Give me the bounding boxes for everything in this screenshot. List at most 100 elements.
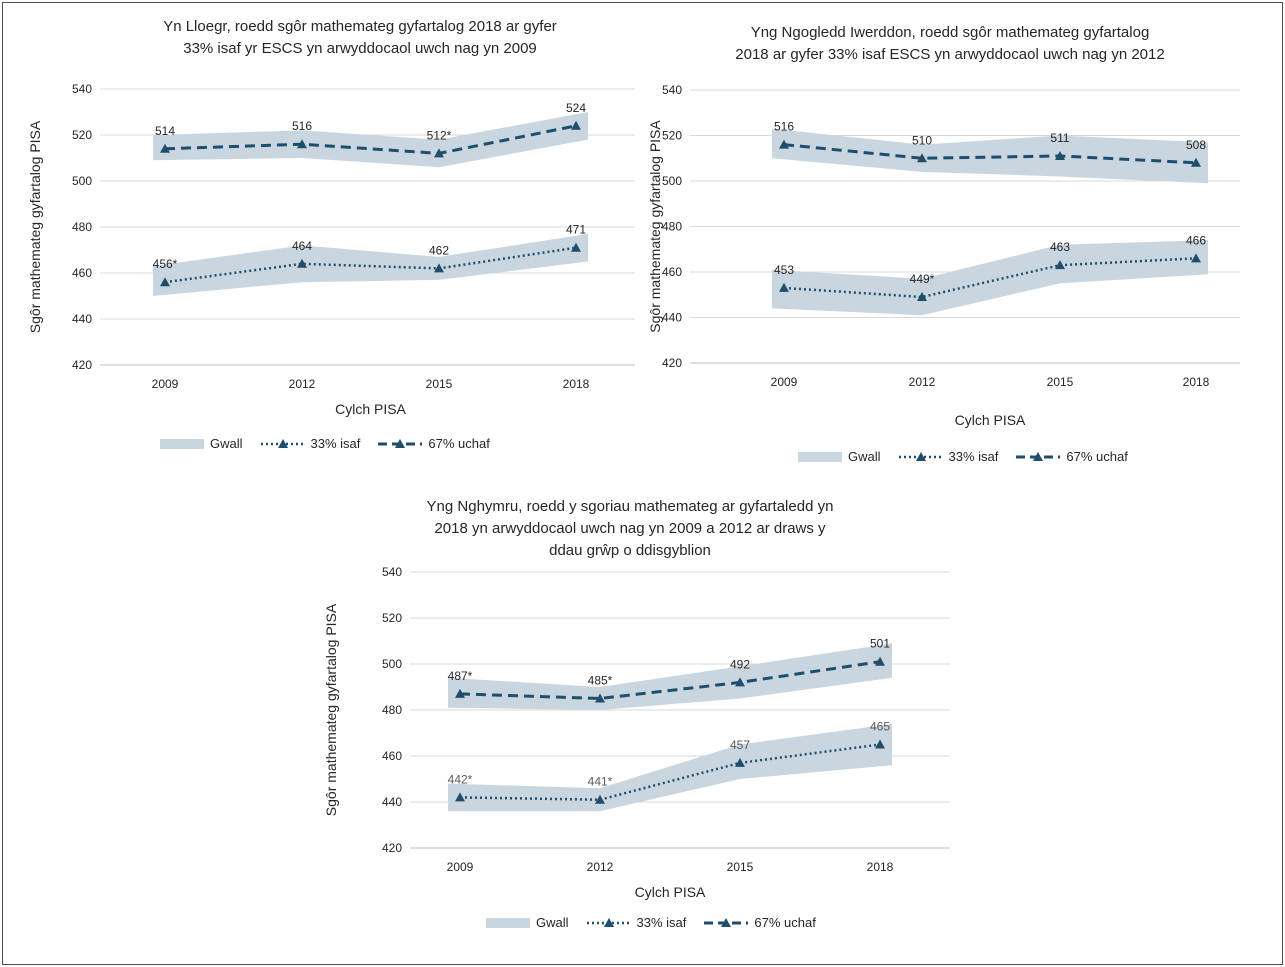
data-label: 514: [155, 124, 175, 138]
data-point-marker: [455, 688, 465, 698]
data-label: 501: [870, 637, 890, 651]
y-tick-label: 520: [382, 611, 402, 625]
y-tick-label: 540: [382, 565, 402, 579]
x-tick-label: 2018: [867, 860, 894, 874]
legend-item-high: 67% uchaf: [704, 915, 816, 930]
data-point-marker: [779, 139, 789, 149]
plot-area: 420 440 460 480 500 520 540 2009 2012 2015 2018 Cyl…: [647, 83, 1240, 428]
legend-dashed-line-icon: [378, 438, 423, 448]
x-tick-label: 2009: [152, 377, 179, 391]
legend-item-band: Gwall: [160, 436, 243, 451]
series-line-33-isaf: [459, 743, 881, 801]
x-tick-label: 2018: [563, 377, 590, 391]
legend-low-label: 33% isaf: [636, 915, 687, 930]
error-band: [448, 723, 892, 812]
chart-panel-northern-ireland: Yng Ngogledd Iwerddon, roedd sgôr mathem…: [640, 0, 1280, 480]
legend-item-low: 33% isaf: [898, 449, 999, 464]
data-label: 464: [292, 239, 312, 253]
data-point-marker: [875, 656, 885, 666]
y-tick-label: 500: [382, 657, 402, 671]
y-tick-label: 520: [662, 129, 682, 143]
series-line-33-isaf: [164, 246, 577, 284]
y-tick-label: 440: [382, 795, 402, 809]
data-point-marker: [297, 258, 307, 268]
legend-item-band: Gwall: [798, 449, 881, 464]
y-tick-label: 540: [72, 82, 92, 96]
legend-low-label: 33% isaf: [310, 436, 361, 451]
legend-item-low: 33% isaf: [586, 915, 687, 930]
x-tick-label: 2009: [447, 860, 474, 874]
error-band: [153, 112, 588, 168]
error-band: [772, 240, 1208, 316]
legend-band-label: Gwall: [536, 915, 569, 930]
data-label: 456*: [153, 257, 178, 271]
data-label: 462: [429, 243, 449, 257]
y-tick-label: 520: [72, 128, 92, 142]
legend-dotted-line-icon: [586, 917, 631, 927]
series-line-67-uchaf: [783, 143, 1197, 165]
x-tick-label: 2018: [1183, 375, 1210, 389]
data-point-marker: [160, 277, 170, 287]
data-label: 465: [870, 720, 890, 734]
y-tick-label: 540: [662, 83, 682, 97]
legend-band-swatch: [486, 917, 530, 928]
data-label: 512*: [427, 128, 452, 142]
y-tick-label: 460: [72, 266, 92, 280]
legend-item-low: 33% isaf: [260, 436, 361, 451]
legend-band-label: Gwall: [210, 436, 243, 451]
y-tick-label: 500: [72, 174, 92, 188]
data-label: 471: [566, 223, 586, 237]
x-tick-label: 2012: [909, 375, 936, 389]
legend-dashed-line-icon: [1016, 451, 1061, 461]
y-tick-label: 420: [382, 841, 402, 855]
chart-legend: Gwall 33% isaf 67% uchaf: [160, 436, 490, 451]
data-label: 449*: [910, 272, 935, 286]
data-point-marker: [1191, 253, 1201, 263]
data-label: 516: [774, 120, 794, 134]
y-tick-label: 420: [72, 358, 92, 372]
x-axis-label: Cylch PISA: [635, 884, 706, 900]
data-label: 441*: [588, 775, 613, 789]
y-tick-label: 440: [662, 311, 682, 325]
chart-panel-england: Yn Lloegr, roedd sgôr mathemateg gyfarta…: [0, 0, 640, 470]
x-axis-label: Cylch PISA: [335, 401, 406, 417]
legend-item-band: Gwall: [486, 915, 569, 930]
data-point-marker: [571, 120, 581, 130]
y-tick-label: 480: [382, 703, 402, 717]
legend-item-high: 67% uchaf: [378, 436, 490, 451]
data-point-marker: [571, 242, 581, 252]
chart-title: Yng Nghymru, roedd y sgoriau mathemateg …: [426, 498, 834, 559]
legend-band-swatch: [798, 451, 842, 462]
x-tick-label: 2009: [771, 375, 798, 389]
data-label: 463: [1050, 240, 1070, 254]
series-line-67-uchaf: [164, 124, 577, 155]
x-tick-label: 2012: [289, 377, 316, 391]
data-point-marker: [875, 739, 885, 749]
data-point-marker: [779, 282, 789, 292]
data-point-marker: [917, 153, 927, 163]
data-point-marker: [735, 757, 745, 767]
legend-band-label: Gwall: [848, 449, 881, 464]
data-point-marker: [595, 693, 605, 703]
y-tick-label: 460: [382, 749, 402, 763]
data-point-marker: [1055, 150, 1065, 160]
y-tick-label: 420: [662, 356, 682, 370]
data-point-marker: [455, 792, 465, 802]
legend-high-label: 67% uchaf: [428, 436, 490, 451]
y-tick-label: 480: [72, 220, 92, 234]
data-label: 492: [730, 657, 750, 671]
data-label: 487*: [448, 669, 473, 683]
legend-high-label: 67% uchaf: [754, 915, 816, 930]
chart-legend: Gwall 33% isaf 67% uchaf: [798, 449, 1128, 464]
legend-low-label: 33% isaf: [948, 449, 999, 464]
legend-band-swatch: [160, 438, 204, 449]
y-axis-label: Sgôr mathemateg gyfartalog PISA: [647, 120, 663, 333]
data-point-marker: [160, 143, 170, 153]
data-point-marker: [917, 292, 927, 302]
chart-panel-wales: Yng Nghymru, roedd y sgoriau mathemateg …: [300, 480, 960, 960]
data-label: 511: [1050, 131, 1069, 145]
legend-high-label: 67% uchaf: [1066, 449, 1128, 464]
y-tick-label: 440: [72, 312, 92, 326]
legend-dashed-line-icon: [704, 917, 749, 927]
plot-area: 420 440 460 480 500 520 540 2009 2012 2015 2018 Cyl…: [323, 565, 950, 900]
